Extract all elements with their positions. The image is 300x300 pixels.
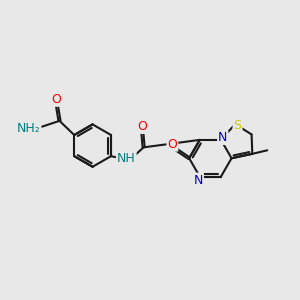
Text: NH: NH xyxy=(117,152,136,165)
Text: N: N xyxy=(218,131,227,144)
Text: S: S xyxy=(233,119,242,132)
Text: NH₂: NH₂ xyxy=(16,122,40,135)
Text: O: O xyxy=(52,93,61,106)
Text: O: O xyxy=(137,120,147,133)
Text: O: O xyxy=(167,138,177,151)
Text: N: N xyxy=(194,174,203,187)
